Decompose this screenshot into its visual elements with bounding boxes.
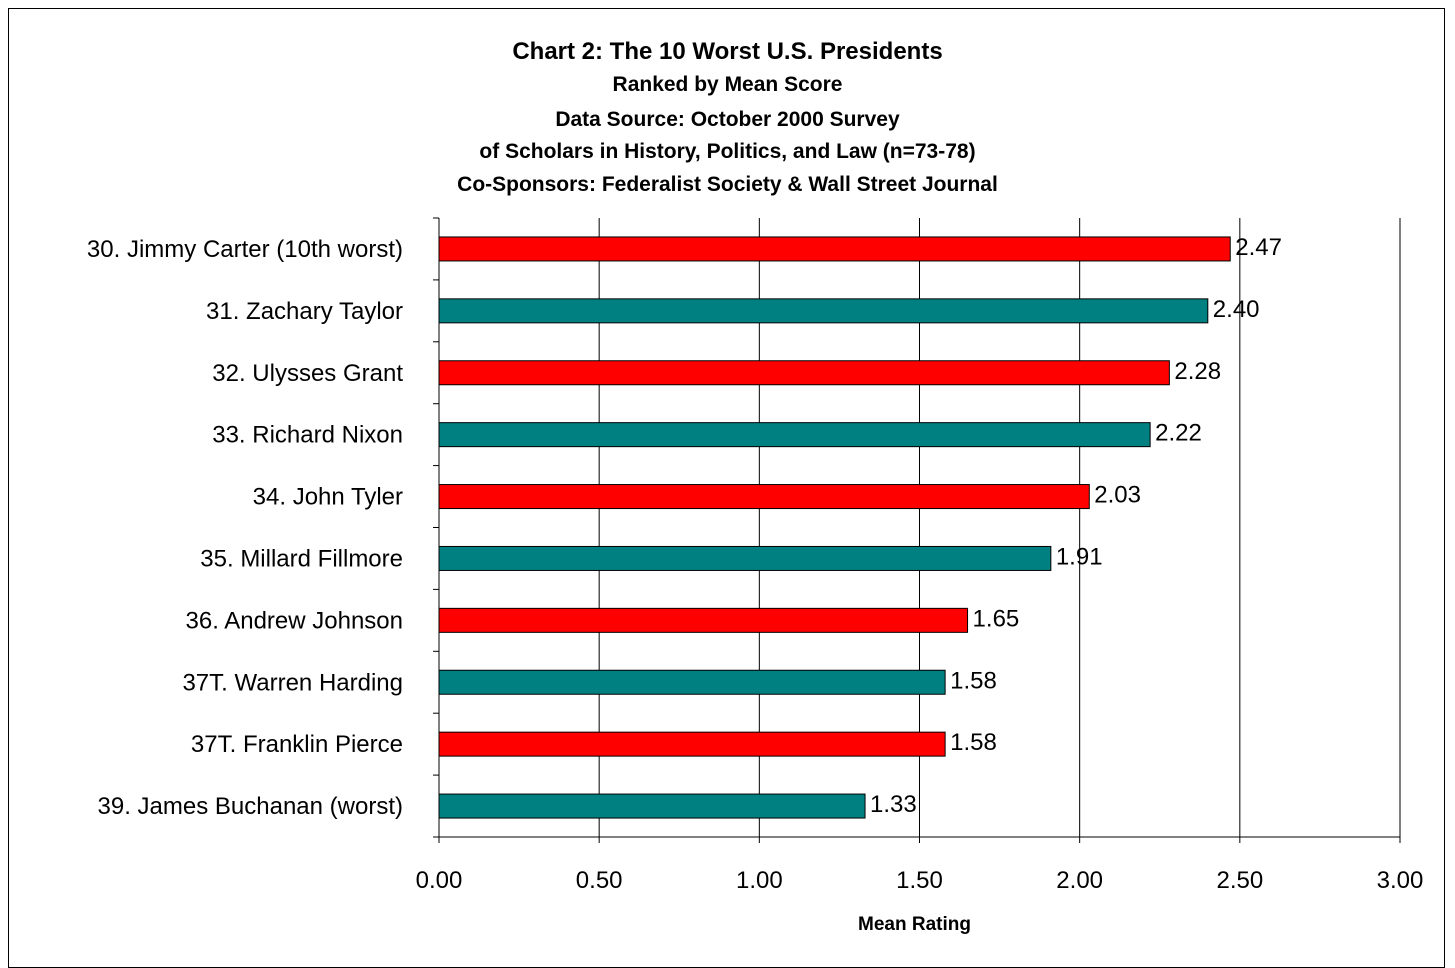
chart-subtitle-source: Data Source: October 2000 Survey (555, 108, 900, 131)
category-label: 31. Zachary Taylor (206, 298, 403, 325)
bar (438, 422, 1151, 448)
bar (438, 793, 866, 819)
x-tick-label: 2.50 (1216, 867, 1263, 894)
bar (438, 731, 946, 757)
chart-subtitle-sample: of Scholars in History, Politics, and La… (479, 140, 976, 163)
x-tick-label: 1.00 (736, 867, 783, 894)
chart-subtitle-ranking: Ranked by Mean Score (612, 73, 843, 96)
category-label: 33. Richard Nixon (212, 422, 403, 449)
category-label: 37T. Warren Harding (182, 669, 403, 696)
category-label: 34. John Tyler (253, 484, 403, 511)
value-label: 2.28 (1174, 358, 1221, 385)
category-label: 32. Ulysses Grant (212, 360, 403, 387)
bar (438, 669, 946, 695)
value-label: 1.91 (1056, 543, 1103, 570)
x-tick-label: 1.50 (896, 867, 943, 894)
category-label: 39. James Buchanan (worst) (98, 793, 403, 820)
value-label: 2.40 (1213, 296, 1260, 323)
x-axis-title: Mean Rating (858, 914, 971, 935)
bar (438, 607, 969, 633)
value-label: 1.65 (973, 605, 1020, 632)
value-label: 2.22 (1155, 420, 1202, 447)
bar (438, 236, 1231, 262)
chart-title: Chart 2: The 10 Worst U.S. Presidents (512, 38, 943, 65)
bar (438, 545, 1052, 571)
x-tick-label: 2.00 (1056, 867, 1103, 894)
x-tick-label: 3.00 (1377, 867, 1424, 894)
value-label: 1.33 (870, 791, 917, 818)
value-label: 2.47 (1235, 234, 1282, 261)
value-label: 1.58 (950, 729, 997, 756)
x-tick-label: 0.50 (576, 867, 623, 894)
category-label: 35. Millard Fillmore (200, 545, 403, 572)
bar (438, 298, 1209, 324)
bar (438, 360, 1170, 386)
value-label: 2.03 (1094, 482, 1141, 509)
chart-subtitle-sponsors: Co-Sponsors: Federalist Society & Wall S… (457, 173, 998, 196)
category-label: 30. Jimmy Carter (10th worst) (87, 236, 403, 263)
bar (438, 484, 1090, 510)
x-tick-label: 0.00 (416, 867, 463, 894)
category-label: 36. Andrew Johnson (186, 607, 404, 634)
value-label: 1.58 (950, 667, 997, 694)
category-label: 37T. Franklin Pierce (191, 731, 403, 758)
